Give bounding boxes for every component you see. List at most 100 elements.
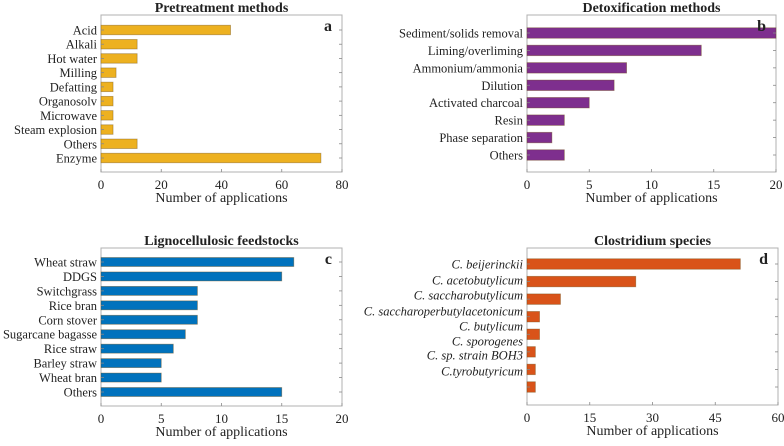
bar [101, 54, 137, 64]
category-label: C. butylicum [459, 320, 523, 334]
chart-title: Detoxification methods [582, 1, 721, 16]
x-axis-label: Number of applications [155, 191, 287, 206]
x-tick-label: 5 [158, 411, 165, 426]
category-label: Milling [59, 66, 97, 80]
category-label: C. sporogenes [452, 335, 523, 349]
category-label: C. acetobutylicum [432, 274, 523, 288]
bar [527, 259, 740, 270]
category-label: Switchgrass [37, 284, 98, 298]
x-tick-label: 20 [155, 177, 168, 192]
bar [527, 115, 564, 126]
x-tick-label: 20 [770, 177, 783, 192]
bar [101, 258, 294, 267]
category-label: Phase separation [439, 131, 523, 145]
bar [527, 80, 614, 91]
panel-letter: c [325, 251, 332, 268]
bar [527, 97, 589, 108]
bar [527, 150, 564, 161]
x-axis-label: Number of applications [585, 191, 717, 206]
category-label: Microwave [40, 109, 97, 123]
axes-box [527, 248, 778, 405]
category-label: Acid [73, 24, 98, 38]
category-label: Wheat bran [39, 371, 98, 385]
category-label: Resin [495, 114, 524, 128]
category-label: C. saccharoperbutylacetonicum [364, 305, 523, 319]
category-label: Ammonium/ammonia [413, 61, 524, 75]
bar [101, 330, 185, 339]
bar [527, 276, 636, 287]
bar [101, 373, 161, 382]
bar [101, 301, 197, 310]
category-label: C. saccharobutylicum [414, 289, 523, 303]
bar [101, 286, 197, 295]
bar [101, 359, 161, 368]
chart-panel-b: Sediment/solids removal Liming/overliming… [399, 1, 782, 206]
category-label: Enzyme [56, 152, 97, 166]
category-label: Defatting [50, 80, 98, 94]
bar [527, 63, 627, 74]
category-label: C. beijerinckii [451, 258, 523, 272]
category-label: Others [490, 149, 523, 163]
panel-letter: b [757, 18, 766, 35]
bar [101, 272, 282, 281]
bar [101, 153, 321, 163]
category-label: Rice bran [49, 299, 98, 313]
x-tick-label: 40 [215, 177, 228, 192]
bar [527, 45, 701, 56]
x-tick-label: 10 [645, 177, 658, 192]
bar [101, 39, 137, 49]
bar [527, 132, 552, 143]
bar [101, 25, 231, 35]
bar [101, 139, 137, 149]
bar [101, 388, 282, 397]
category-label: Barley straw [33, 357, 97, 371]
x-tick-label: 0 [524, 410, 531, 425]
category-label: Liming/overliming [428, 44, 524, 58]
category-label: Others [64, 137, 97, 151]
x-tick-label: 15 [583, 410, 596, 425]
x-tick-label: 5 [586, 177, 593, 192]
x-tick-label: 10 [215, 411, 228, 426]
x-tick-label: 0 [524, 177, 531, 192]
category-label: DDGS [63, 270, 97, 284]
chart-title: Pretreatment methods [155, 1, 289, 16]
x-tick-label: 45 [709, 410, 722, 425]
x-axis-label: Number of applications [155, 425, 287, 440]
category-label: Others [64, 386, 97, 400]
x-tick-label: 0 [98, 411, 105, 426]
bar [527, 28, 776, 39]
x-tick-label: 60 [275, 177, 288, 192]
x-tick-label: 0 [98, 177, 105, 192]
x-tick-label: 15 [707, 177, 720, 192]
category-label: Activated charcoal [429, 96, 524, 110]
category-label: Corn stover [38, 313, 98, 327]
bar [101, 315, 197, 324]
x-tick-label: 15 [275, 411, 288, 426]
x-tick-label: 80 [336, 177, 349, 192]
panel-letter: d [759, 251, 768, 268]
category-label: Alkali [66, 38, 98, 52]
category-label: Wheat straw [34, 256, 97, 270]
category-label: Hot water [47, 52, 97, 66]
category-label: Steam explosion [14, 123, 98, 137]
panel-letter: a [324, 18, 332, 35]
category-label: Organosolv [39, 95, 98, 109]
bar [101, 344, 173, 353]
chart-title: Lignocellulosic feedstocks [144, 234, 299, 249]
x-axis-label: Number of applications [586, 424, 718, 439]
category-label: Dilution [481, 79, 523, 93]
category-label: Sediment/solids removal [399, 27, 523, 41]
x-tick-label: 30 [646, 410, 659, 425]
bar [527, 294, 560, 305]
category-label: C.tyrobutyricum [441, 365, 523, 379]
category-label: Rice straw [44, 342, 97, 356]
chart-title: Clostridium species [594, 234, 712, 249]
category-label: Sugarcane bagasse [3, 328, 98, 342]
x-tick-label: 20 [336, 411, 349, 426]
category-label: C. sp. strain BOH3 [427, 349, 523, 363]
x-tick-label: 60 [772, 410, 784, 425]
